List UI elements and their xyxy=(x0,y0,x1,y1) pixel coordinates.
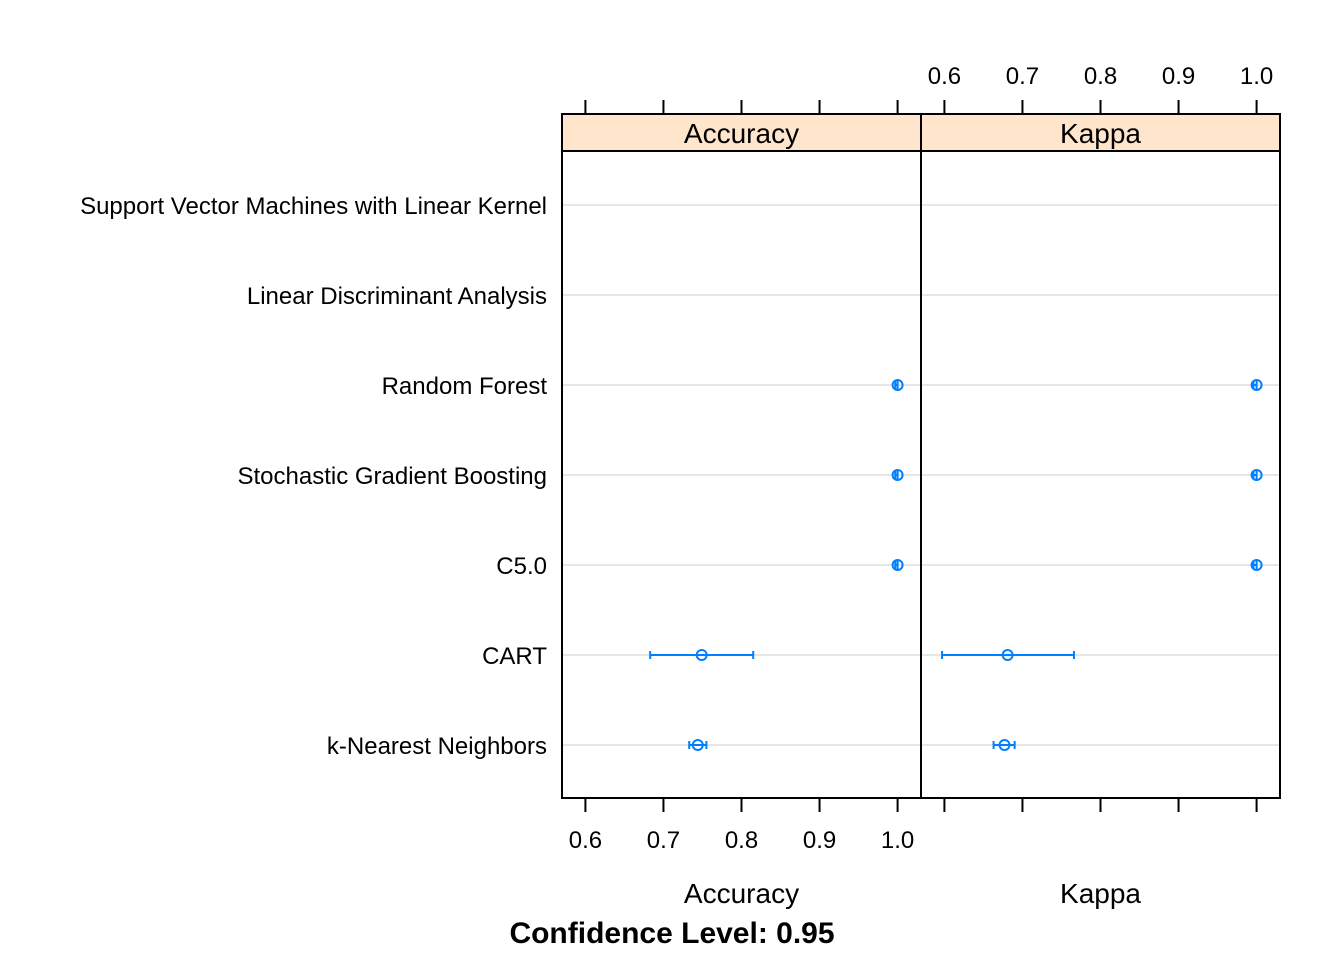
x-axis-title-kappa: Kappa xyxy=(1060,878,1141,909)
tick-label: 0.6 xyxy=(928,63,961,90)
estimate-point xyxy=(891,379,904,391)
tick-label: 0.9 xyxy=(1162,63,1195,90)
model-label: Random Forest xyxy=(382,373,548,400)
panel-strips: Accuracy Kappa xyxy=(561,113,1281,152)
estimate-point xyxy=(891,559,904,571)
interval-marks xyxy=(649,379,1263,751)
model-label: CART xyxy=(482,643,547,670)
confidence-level-title: Confidence Level: 0.95 xyxy=(509,917,834,950)
tick-label: 1.0 xyxy=(881,827,914,854)
model-label: Stochastic Gradient Boosting xyxy=(237,463,547,490)
estimate-point xyxy=(1250,469,1263,481)
x-axis-title-accuracy: Accuracy xyxy=(684,878,799,909)
model-label: Support Vector Machines with Linear Kern… xyxy=(80,193,547,220)
tick-label: 1.0 xyxy=(1240,63,1273,90)
strip-kappa xyxy=(920,113,1281,152)
strip-label-accuracy: Accuracy xyxy=(684,118,799,149)
estimate-point xyxy=(695,649,708,661)
model-label: C5.0 xyxy=(496,553,547,580)
estimate-point xyxy=(998,739,1011,751)
estimate-point xyxy=(1250,559,1263,571)
estimate-point xyxy=(1250,379,1263,391)
estimate-point xyxy=(691,739,704,751)
model-labels: Support Vector Machines with Linear Kern… xyxy=(80,193,547,760)
model-label: Linear Discriminant Analysis xyxy=(247,283,547,310)
tick-label: 0.6 xyxy=(569,827,602,854)
model-label: k-Nearest Neighbors xyxy=(327,733,547,760)
estimate-point xyxy=(1001,649,1014,661)
tick-label: 0.7 xyxy=(647,827,680,854)
tick-label: 0.8 xyxy=(1084,63,1117,90)
tick-label: 0.8 xyxy=(725,827,758,854)
estimate-point xyxy=(891,469,904,481)
tick-label: 0.9 xyxy=(803,827,836,854)
strip-label-kappa: Kappa xyxy=(1060,118,1141,149)
axis-ticks: 0.6 0.7 0.8 0.9 1.0 0.6 0.7 0.8 0.9 1.0 xyxy=(569,63,1274,854)
tick-label: 0.7 xyxy=(1006,63,1039,90)
